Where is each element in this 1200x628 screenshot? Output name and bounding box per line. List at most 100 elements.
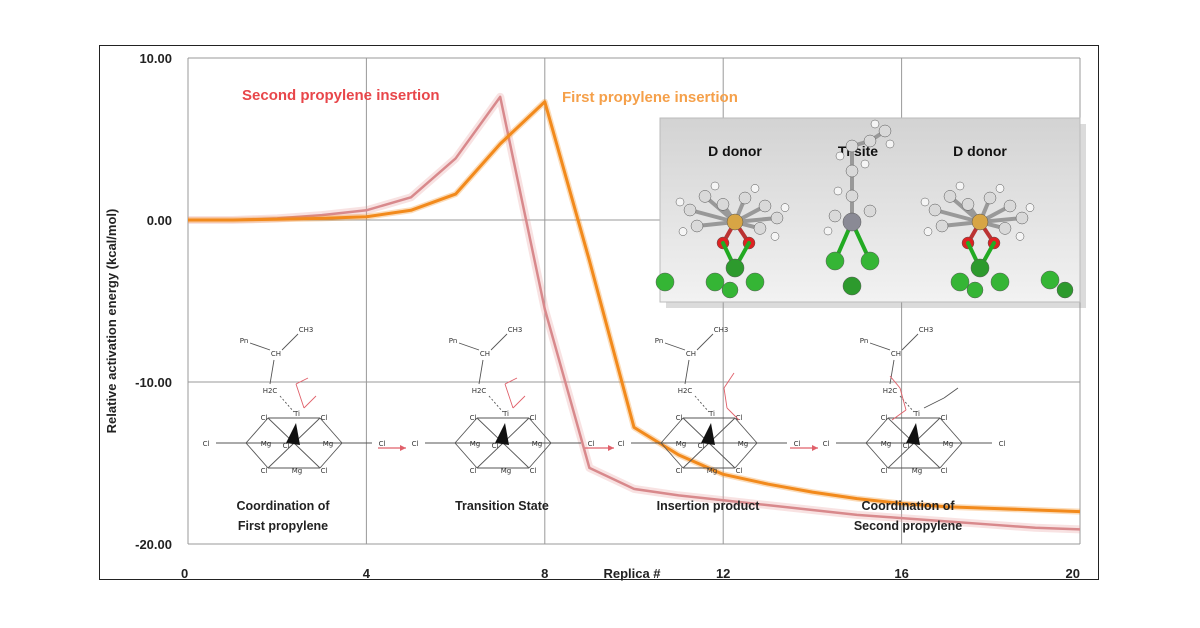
structure-bond <box>891 409 907 421</box>
atom-mg: Mg <box>501 467 511 475</box>
magnesium-atom <box>725 258 745 278</box>
structure-bond <box>528 417 552 444</box>
series-line-second <box>188 95 1081 531</box>
atom-cl: Cl <box>203 440 210 448</box>
carbon-atom <box>935 219 949 233</box>
structure-bond <box>694 395 710 413</box>
carbon-atom <box>1003 199 1017 213</box>
structure-bond <box>939 417 963 444</box>
chlorine-atom <box>825 251 845 271</box>
x-axis-label: Replica # <box>603 566 661 581</box>
hydrogen-atom <box>920 197 930 207</box>
atom-cl: Cl <box>676 467 683 475</box>
carbon-atom <box>1015 211 1029 225</box>
structure-bond <box>295 377 309 385</box>
atom-ti: Ti <box>293 410 300 418</box>
structure-bond <box>454 417 478 444</box>
structure-bond <box>458 342 480 351</box>
hydrogen-atom <box>955 181 965 191</box>
stage-label-line2: First propylene <box>238 519 328 533</box>
chlorine-atom <box>860 251 880 271</box>
inset-label: D donor <box>953 143 1007 159</box>
reaction-arrow-head <box>400 445 406 451</box>
x-tick-label: 4 <box>363 566 371 581</box>
y-axis-label: Relative activation energy (kcal/mol) <box>104 209 119 434</box>
atom-mg: Mg <box>323 440 333 448</box>
structure-bond <box>295 383 305 409</box>
structure-bond <box>901 333 919 351</box>
hydrogen-atom <box>675 197 685 207</box>
atom-ti: Ti <box>913 410 920 418</box>
chlorine-atom <box>950 272 970 292</box>
reaction-arrow-head <box>608 445 614 451</box>
structure-bond <box>454 442 478 469</box>
y-tick-label: 0.00 <box>147 213 172 228</box>
atom-cl: Cl <box>618 440 625 448</box>
chlorine-atom <box>966 281 984 299</box>
atom-cl: Cl <box>261 467 268 475</box>
atom-mg: Mg <box>943 440 953 448</box>
wedge-bond <box>495 423 509 445</box>
chemical-structures: Ti Mg Mg Mg Cl Cl Cl Cl Cl Cl Cl H2C CH Pn CH3 Ti Mg Mg Mg… <box>203 326 1006 475</box>
atom-mg: Mg <box>292 467 302 475</box>
reaction-arrow-head <box>812 445 818 451</box>
x-tick-label: 20 <box>1066 566 1080 581</box>
atom-cl: Cl <box>941 467 948 475</box>
atom-cl: Cl <box>321 467 328 475</box>
atom-mg: Mg <box>738 440 748 448</box>
structure-bond <box>696 333 714 351</box>
structure-bond <box>664 342 686 351</box>
hydrogen-atom <box>770 232 780 241</box>
titanium-atom <box>842 212 862 232</box>
stage-label-line1: Transition State <box>455 499 549 513</box>
structure-bond <box>303 395 317 409</box>
series-lines <box>188 92 1081 534</box>
atom-cl: Cl <box>736 467 743 475</box>
hydrogen-atom <box>995 184 1005 193</box>
structure-bond <box>249 342 271 351</box>
structure-bond <box>726 407 740 421</box>
atom-mg: Mg <box>707 467 717 475</box>
atom-mg: Mg <box>676 440 686 448</box>
magnesium-atom <box>1056 281 1074 299</box>
structure-bond <box>734 442 758 469</box>
structure-bond <box>723 372 735 389</box>
atom-cl: Cl <box>736 414 743 422</box>
atom-pn: Pn <box>860 337 869 345</box>
y-tick-label: 10.00 <box>139 51 172 66</box>
structure-bond <box>319 417 343 444</box>
structure-bond <box>899 387 907 411</box>
atom-mg: Mg <box>532 440 542 448</box>
hydrogen-atom <box>1025 203 1035 212</box>
carbon-atom <box>845 139 859 153</box>
atom-cl: Cl <box>492 442 499 450</box>
y-ticks: 10.00 0.00 -10.00 -20.00 <box>135 51 172 552</box>
structure-bond <box>319 442 343 469</box>
atom-ch: CH <box>686 350 696 358</box>
atom-h2c: H2C <box>472 387 487 395</box>
atom-mg: Mg <box>470 440 480 448</box>
x-tick-label: 12 <box>716 566 730 581</box>
y-tick-label: -10.00 <box>135 375 172 390</box>
silicon-atom <box>971 213 989 231</box>
x-tick-label: 8 <box>541 566 548 581</box>
hydrogen-atom <box>678 227 688 236</box>
structure-bond <box>660 417 684 444</box>
carbon-atom <box>961 198 975 211</box>
atom-cl: Cl <box>379 440 386 448</box>
structure-bond <box>269 359 275 385</box>
atom-ch3: CH3 <box>508 326 523 334</box>
atom-cl: Cl <box>470 467 477 475</box>
chlorine-atom <box>705 272 725 292</box>
atom-cl: Cl <box>941 414 948 422</box>
stage-label-line1: Coordination of <box>861 499 955 513</box>
chlorine-atom <box>1040 270 1060 290</box>
atom-mg: Mg <box>912 467 922 475</box>
carbon-atom <box>928 203 942 217</box>
atom-cl: Cl <box>321 414 328 422</box>
wedge-bond <box>701 423 715 445</box>
hydrogen-atom <box>923 227 933 236</box>
hydrogen-atom <box>710 181 720 191</box>
atom-cl: Cl <box>588 440 595 448</box>
inset-label: D donor <box>708 143 762 159</box>
